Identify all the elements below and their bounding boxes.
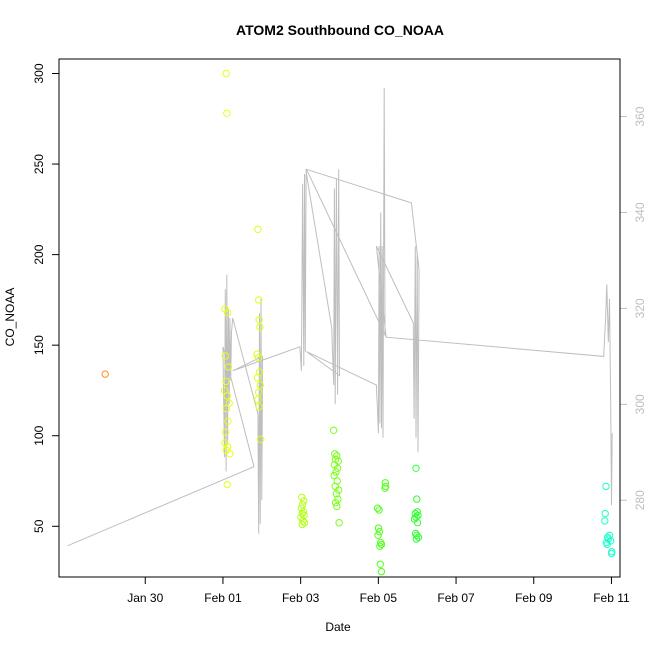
data-point [297, 504, 306, 512]
data-point [253, 374, 262, 382]
data-point [413, 495, 421, 503]
data-point [222, 428, 230, 436]
data-point [298, 509, 306, 518]
data-point [332, 468, 340, 476]
data-point [256, 435, 265, 443]
data-point [376, 542, 384, 550]
data-point [413, 519, 422, 527]
data-point [224, 417, 232, 425]
data-point [334, 495, 342, 503]
data-point [254, 354, 262, 362]
data-point [603, 540, 611, 549]
data-point [298, 493, 306, 501]
data-point [412, 535, 421, 543]
data-point [375, 506, 383, 514]
x-tick-label: Jan 30 [127, 591, 163, 605]
x-tick-label: Feb 03 [282, 591, 320, 605]
data-point [223, 442, 232, 451]
data-point [299, 517, 307, 525]
data-point [224, 363, 233, 371]
x-tick-label: Feb 07 [437, 591, 475, 605]
data-point [331, 499, 340, 507]
y-tick-label: 250 [32, 154, 46, 174]
data-point [381, 479, 389, 487]
data-point [101, 370, 109, 378]
data-point [300, 497, 308, 505]
data-point [222, 69, 230, 78]
data-point [256, 381, 264, 389]
data-point [604, 535, 612, 543]
data-point [255, 316, 263, 324]
data-point [256, 323, 264, 331]
data-point [601, 517, 609, 525]
data-point [300, 519, 309, 527]
axes-layer: Jan 30 Feb 01 Feb 03 Feb 05 Feb 07 Feb 09 Feb … [32, 63, 647, 605]
data-point [413, 508, 421, 516]
y-axis-label: CO_NOAA [3, 288, 17, 347]
data-point [412, 464, 420, 472]
data-point [330, 426, 338, 434]
data-point [333, 464, 342, 472]
chart-title: ATOM2 Southbound CO_NOAA [236, 22, 444, 38]
data-point [330, 471, 338, 480]
data-point [607, 549, 616, 558]
data-point [253, 350, 261, 358]
x-tick-label: Feb 11 [593, 591, 630, 605]
y2-tick-label: 340 [633, 202, 647, 222]
x-tick-label: Feb 09 [515, 591, 553, 605]
y2-tick-label: 360 [633, 106, 647, 126]
data-point [254, 225, 262, 234]
data-point [226, 450, 234, 458]
y-tick-label: 150 [32, 335, 46, 355]
data-point [255, 388, 263, 396]
data-point [332, 490, 341, 498]
data-point [223, 480, 231, 489]
data-point [255, 403, 263, 411]
data-point [602, 482, 610, 491]
data-point [298, 520, 306, 529]
data-point [221, 352, 230, 360]
y-tick-label: 300 [32, 63, 46, 83]
data-point [335, 486, 343, 494]
y2-tick-label: 320 [633, 298, 647, 318]
x-tick-label: Feb 01 [204, 591, 242, 605]
data-point [335, 519, 343, 527]
data-point [222, 377, 230, 386]
data-point [223, 308, 232, 317]
data-point [412, 513, 420, 521]
data-point [376, 560, 384, 568]
points-layer [101, 69, 616, 576]
data-point [413, 531, 421, 539]
data-point [414, 533, 423, 541]
data-point [375, 528, 384, 536]
y2-tick-label: 300 [633, 394, 647, 414]
y-tick-label: 50 [32, 519, 46, 533]
plot-frame [58, 58, 621, 578]
x-axis-label: Date [325, 620, 351, 634]
data-point [601, 509, 609, 518]
data-point [255, 296, 263, 304]
y-tick-label: 100 [32, 425, 46, 445]
data-point [297, 513, 305, 521]
data-point [331, 450, 339, 458]
y-tick-label: 200 [32, 244, 46, 264]
y2-tick-label: 280 [633, 490, 647, 510]
data-point [223, 109, 231, 118]
data-point [373, 504, 382, 512]
data-point [374, 531, 382, 539]
x-tick-label: Feb 05 [360, 591, 398, 605]
data-point [333, 502, 341, 511]
data-point [377, 540, 386, 549]
data-point [254, 395, 262, 404]
data-point [374, 524, 383, 532]
data-point [381, 484, 389, 492]
data-point [223, 392, 231, 400]
data-point [298, 500, 307, 509]
data-point [222, 404, 231, 413]
data-point [377, 567, 386, 576]
data-point [605, 531, 614, 539]
data-point [333, 452, 341, 460]
